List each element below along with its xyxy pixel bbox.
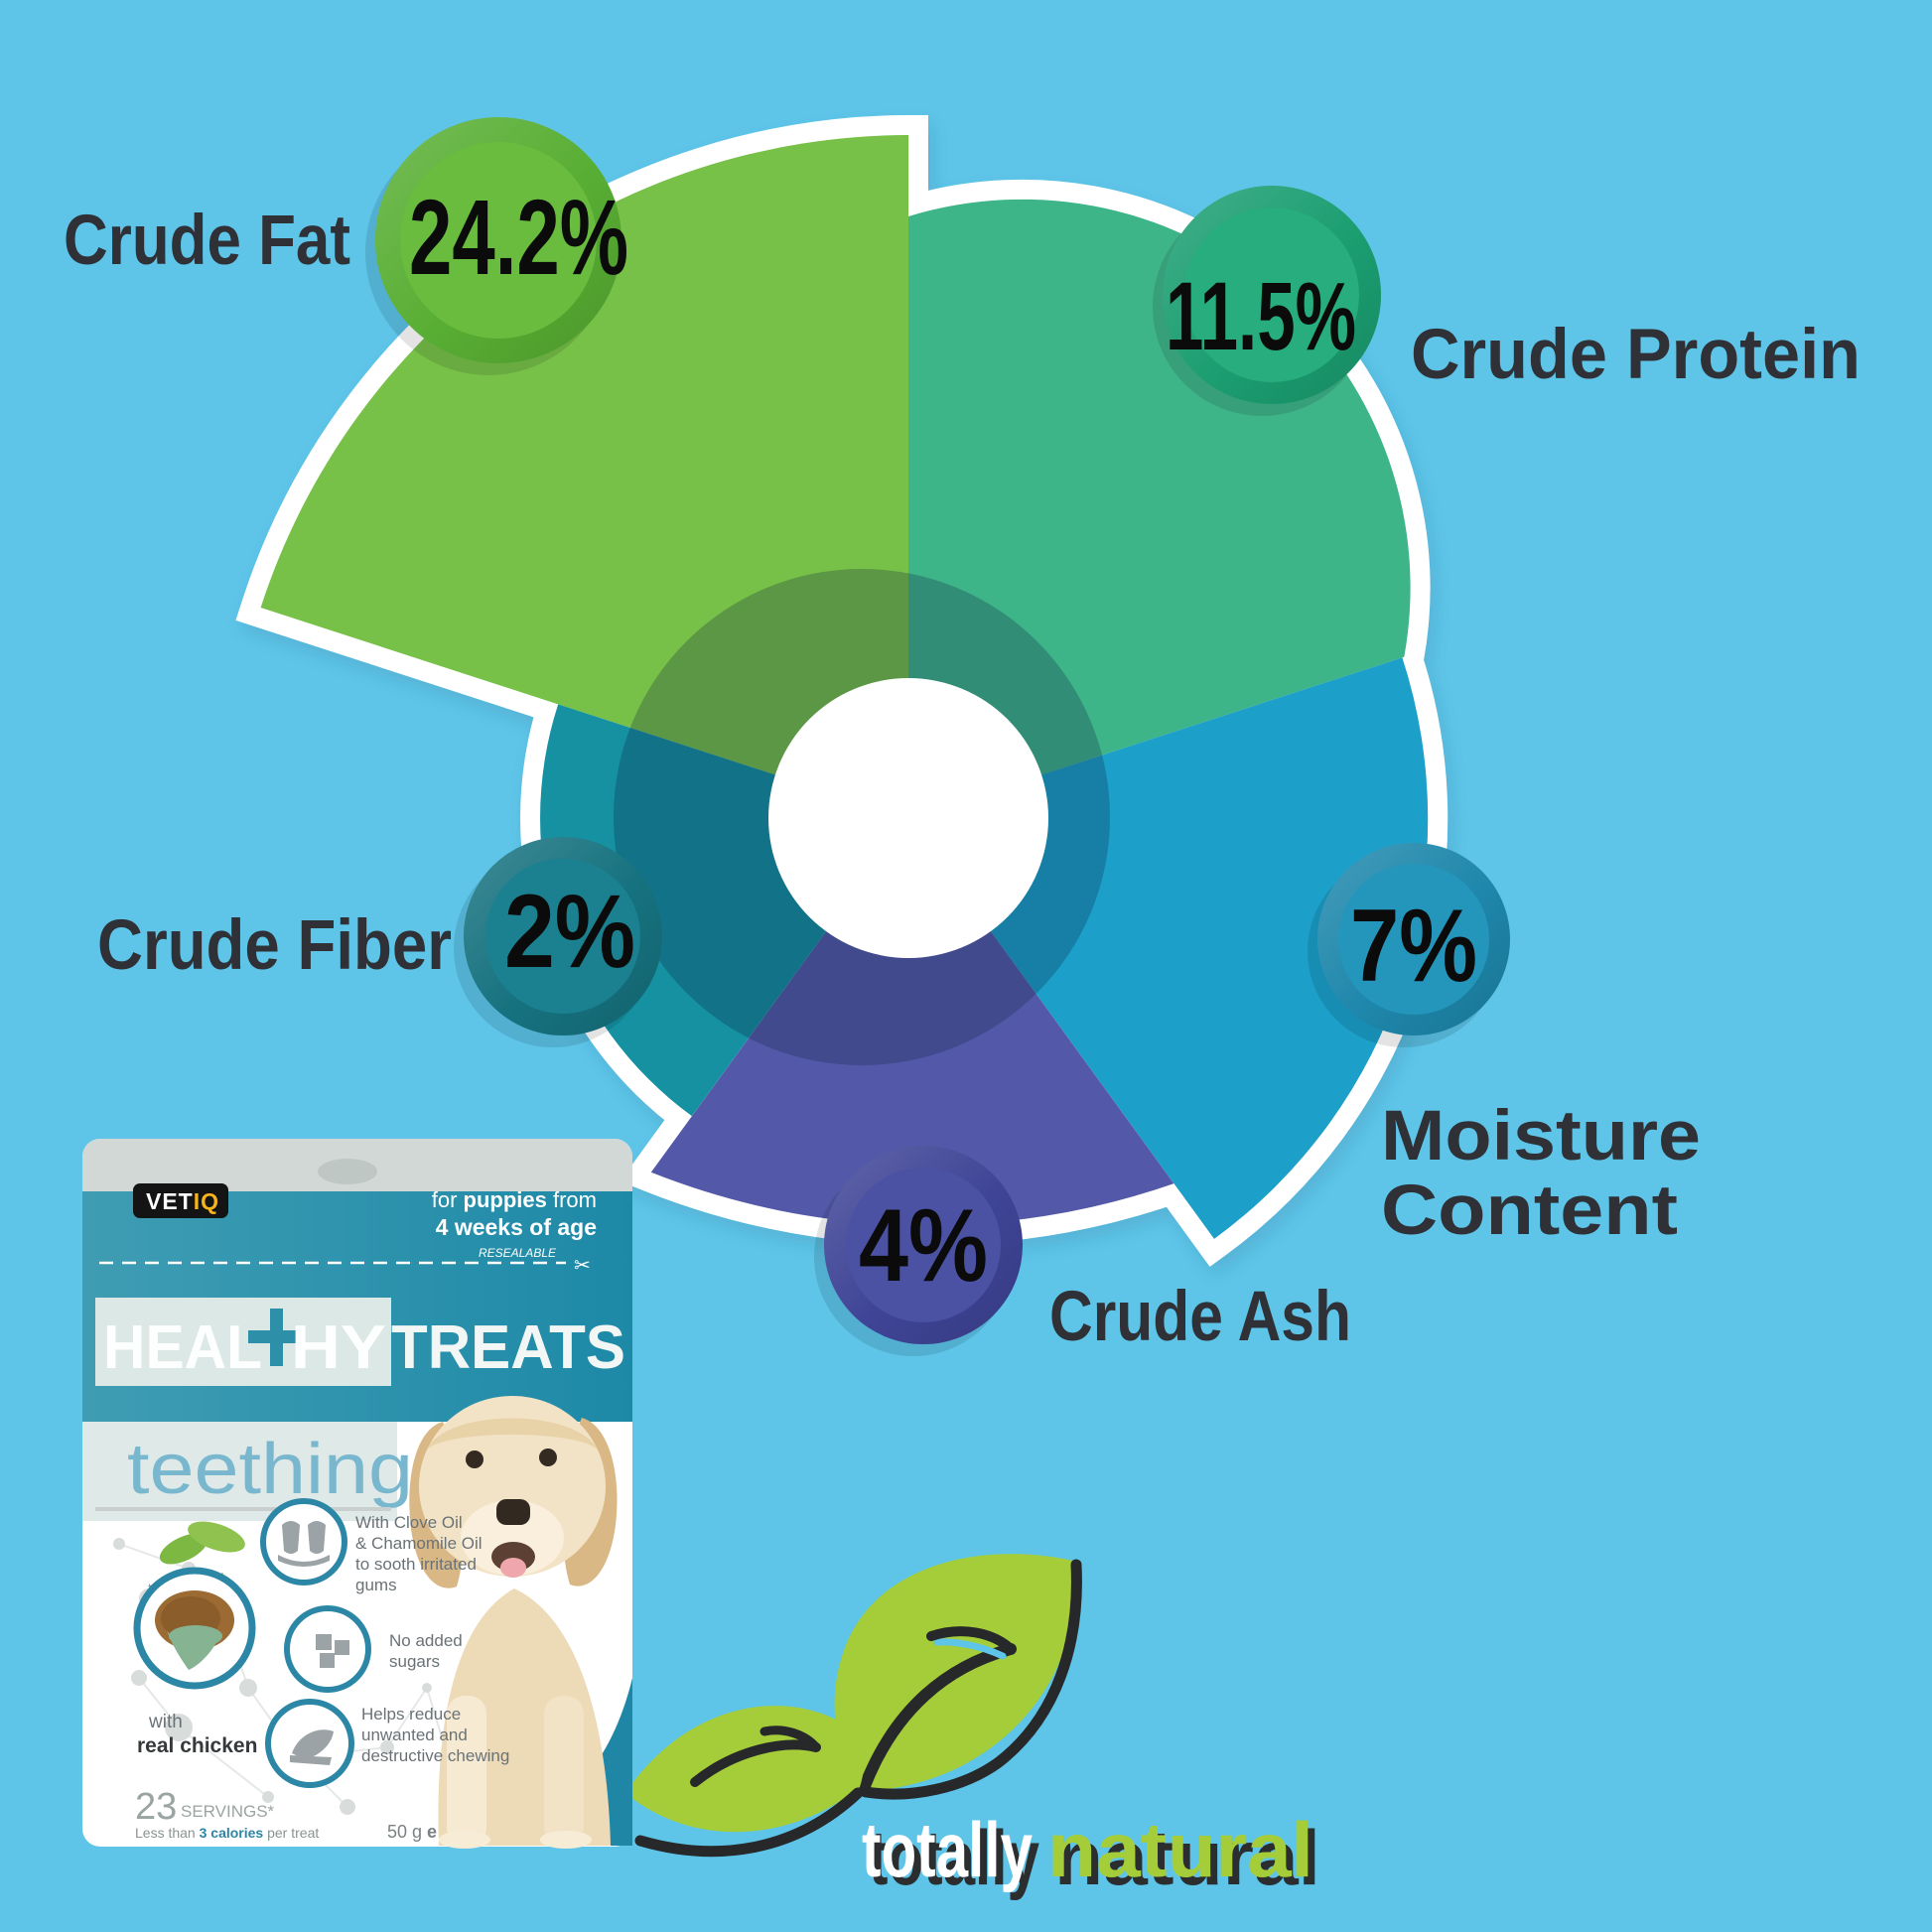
svg-text:Crude Ash: Crude Ash <box>1049 1278 1351 1356</box>
svg-text:HEAL: HEAL <box>103 1313 262 1382</box>
svg-text:teething: teething <box>127 1430 413 1509</box>
svg-text:2%: 2% <box>504 874 635 990</box>
svg-text:totally: totally <box>869 1814 1039 1901</box>
svg-text:destructive chewing: destructive chewing <box>361 1746 509 1765</box>
svg-text:gums: gums <box>355 1576 397 1594</box>
svg-text:4 weeks of age: 4 weeks of age <box>436 1214 597 1240</box>
svg-text:sugars: sugars <box>389 1652 440 1671</box>
svg-text:VETIQ: VETIQ <box>146 1188 219 1214</box>
svg-text:Crude Protein: Crude Protein <box>1411 316 1861 394</box>
svg-text:Crude Fiber: Crude Fiber <box>97 906 452 985</box>
svg-text:Less than 3 calories per treat: Less than 3 calories per treat <box>135 1825 319 1841</box>
svg-text:SERVINGS*: SERVINGS* <box>181 1802 275 1821</box>
svg-text:4%: 4% <box>859 1188 988 1304</box>
svg-text:Moisture: Moisture <box>1381 1097 1701 1175</box>
svg-text:✂: ✂ <box>574 1255 591 1277</box>
svg-text:Helps reduce: Helps reduce <box>361 1705 461 1724</box>
svg-text:24.2%: 24.2% <box>409 177 628 297</box>
svg-text:with: with <box>148 1712 183 1732</box>
svg-text:to sooth irritated: to sooth irritated <box>355 1555 477 1574</box>
svg-text:real chicken: real chicken <box>137 1734 257 1757</box>
svg-text:unwanted and: unwanted and <box>361 1725 468 1744</box>
svg-text:& Chamomile Oil: & Chamomile Oil <box>355 1534 483 1553</box>
svg-text:natural: natural <box>1054 1814 1320 1901</box>
svg-text:50 g e: 50 g e <box>387 1822 437 1842</box>
svg-text:23: 23 <box>135 1786 177 1828</box>
svg-text:11.5%: 11.5% <box>1166 262 1356 370</box>
svg-text:for puppies from: for puppies from <box>432 1187 597 1212</box>
svg-text:7%: 7% <box>1350 889 1477 1004</box>
svg-text:TREATS: TREATS <box>391 1313 625 1382</box>
svg-text:HY: HY <box>291 1313 386 1382</box>
svg-text:Content: Content <box>1381 1172 1678 1250</box>
svg-text:totally: totally <box>862 1806 1033 1893</box>
svg-text:RESEALABLE: RESEALABLE <box>479 1246 557 1260</box>
svg-text:No added: No added <box>389 1631 463 1650</box>
svg-text:With Clove Oil: With Clove Oil <box>355 1513 463 1532</box>
svg-text:Crude Fat: Crude Fat <box>64 202 350 280</box>
svg-text:natural: natural <box>1047 1806 1313 1893</box>
